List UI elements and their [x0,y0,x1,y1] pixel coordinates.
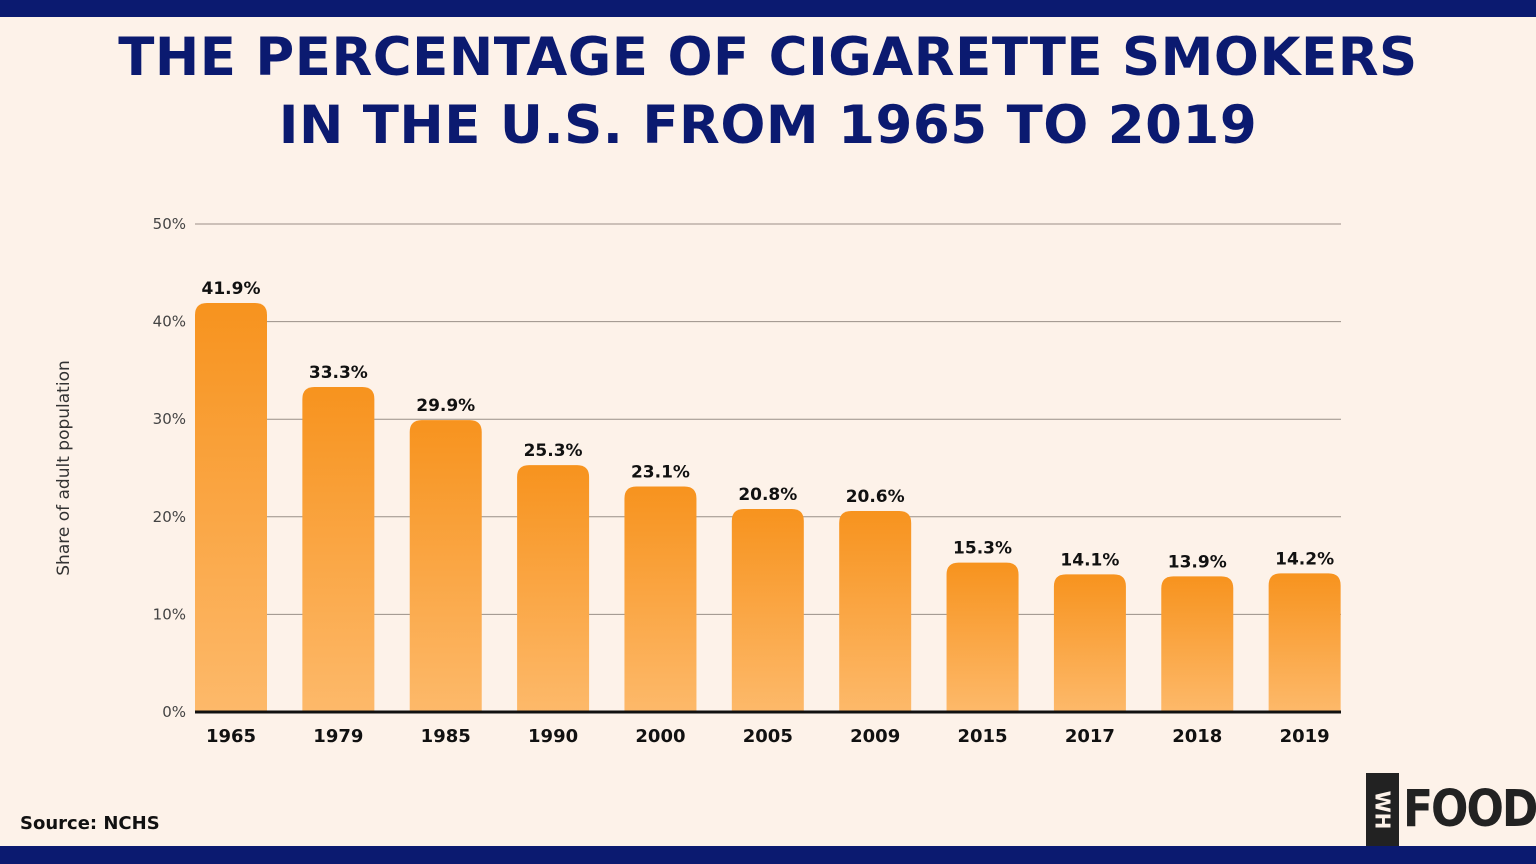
bar-2018 [1161,576,1234,712]
bar-1965 [195,303,267,712]
data-label: 14.2% [1275,549,1334,569]
wh-foods-logo: WH FOODS [1366,773,1536,846]
title-line-2: IN THE U.S. FROM 1965 TO 2019 [278,95,1258,156]
bar-2005 [731,508,804,712]
x-tick-label: 1990 [528,726,578,747]
title-line-1: THE PERCENTAGE OF CIGARETTE SMOKERS [118,27,1418,88]
data-label: 41.9% [202,279,261,299]
data-label: 14.1% [1060,550,1119,570]
bar-2009 [839,510,912,712]
x-tick-label: 2018 [1172,726,1222,747]
bar-1985 [409,420,482,712]
bottom-band [0,846,1536,864]
source-note: Source: NCHS [20,813,160,834]
bar-1979 [302,386,375,712]
x-tick-label: 2015 [957,726,1007,747]
top-band [0,0,1536,17]
x-tick-label: 2005 [743,726,793,747]
data-label: 20.6% [846,487,905,507]
y-tick-label: 0% [162,703,186,721]
bar-2019 [1268,573,1341,712]
x-tick-label: 1985 [421,726,471,747]
x-tick-label: 2009 [850,726,900,747]
data-label: 29.9% [416,396,475,416]
bar-2017 [1053,574,1126,712]
y-tick-label: 20% [153,508,186,526]
bar-1990 [517,465,590,712]
data-label: 20.8% [738,485,797,505]
y-tick-label: 10% [153,605,186,623]
data-label: 23.1% [631,463,690,483]
x-tick-label: 2019 [1280,726,1330,747]
y-tick-label: 30% [153,410,186,428]
y-tick-label: 40% [153,313,186,331]
data-label: 33.3% [309,363,368,383]
x-tick-label: 2000 [635,726,685,747]
chart-title: THE PERCENTAGE OF CIGARETTE SMOKERS IN T… [0,24,1536,160]
data-label: 13.9% [1168,552,1227,572]
bar-2000 [624,486,697,712]
x-tick-label: 1965 [206,726,256,747]
x-tick-label: 2017 [1065,726,1115,747]
bar-2015 [946,562,1019,712]
y-tick-label: 50% [153,215,186,233]
data-label: 15.3% [953,539,1012,559]
x-tick-label: 1979 [313,726,363,747]
data-label: 25.3% [524,441,583,461]
